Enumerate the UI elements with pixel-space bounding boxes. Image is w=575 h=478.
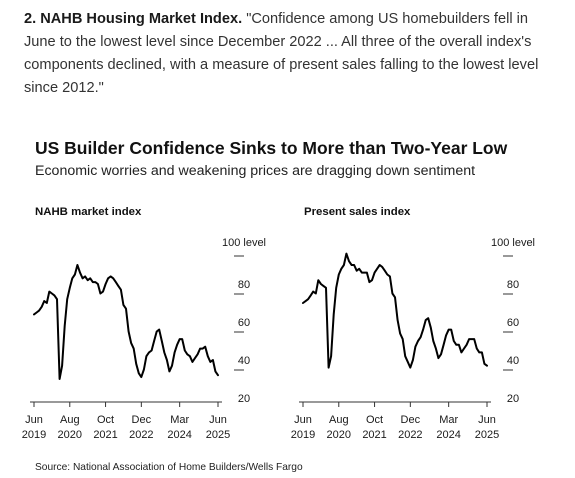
x-tick-label: Mar [170,414,189,426]
y-tick-label: 40 [507,355,519,367]
panel-title-market-index: NAHB market index [35,206,142,218]
x-tick-label: Jun [478,414,496,426]
x-tick-label: Jun [294,414,312,426]
x-tick-year-label: 2024 [436,429,460,441]
y-tick-label: 20 [238,393,250,405]
y-tick-label: 40 [238,355,250,367]
chart-card: US Builder Confidence Sinks to More than… [0,128,575,478]
x-tick-label: Dec [132,414,152,426]
intro-quote: "Confidence among US homebuilders fell i… [24,11,539,96]
present-sales-plot: 100 level 20 40 60 80 Jun 2019 Aug 2020 Oct 2021 De… [291,237,535,441]
x-tick-year-label: 2024 [167,429,191,441]
x-tick-label: Oct [366,414,383,426]
chart-source: Source: National Association of Home Bui… [35,462,303,473]
market-index-plot: 100 level 20 40 60 80 Jun 2019 Aug 2020 Oct 2021 De… [22,237,266,441]
x-tick-year-label: 2021 [362,429,386,441]
panel-title-present-sales: Present sales index [304,206,411,218]
y-tick-label: 20 [507,393,519,405]
y-tick-label: 60 [238,317,250,329]
x-tick-label: Mar [439,414,458,426]
x-tick-year-label: 2022 [398,429,422,441]
x-tick-label: Jun [25,414,43,426]
intro-heading: 2. NAHB Housing Market Index. [24,11,243,27]
x-tick-label: Aug [329,414,349,426]
chart-title: US Builder Confidence Sinks to More than… [35,138,508,158]
y-axis-label: 100 level [222,237,266,249]
x-tick-label: Jun [209,414,227,426]
x-tick-year-label: 2020 [327,429,351,441]
x-tick-year-label: 2022 [129,429,153,441]
y-tick-label: 60 [507,317,519,329]
x-tick-label: Aug [60,414,80,426]
y-tick-label: 80 [238,279,250,291]
intro-paragraph: 2. NAHB Housing Market Index. "Confidenc… [24,8,560,100]
x-tick-year-label: 2025 [206,429,230,441]
x-tick-year-label: 2019 [291,429,315,441]
x-tick-year-label: 2019 [22,429,46,441]
x-tick-label: Dec [401,414,421,426]
series-line [33,264,219,380]
chart-subtitle: Economic worries and weakening prices ar… [35,163,476,179]
y-axis-label: 100 level [491,237,535,249]
x-tick-year-label: 2021 [93,429,117,441]
x-tick-label: Oct [97,414,114,426]
x-tick-year-label: 2025 [475,429,499,441]
x-tick-year-label: 2020 [58,429,82,441]
series-line [302,252,488,369]
y-tick-label: 80 [507,279,519,291]
